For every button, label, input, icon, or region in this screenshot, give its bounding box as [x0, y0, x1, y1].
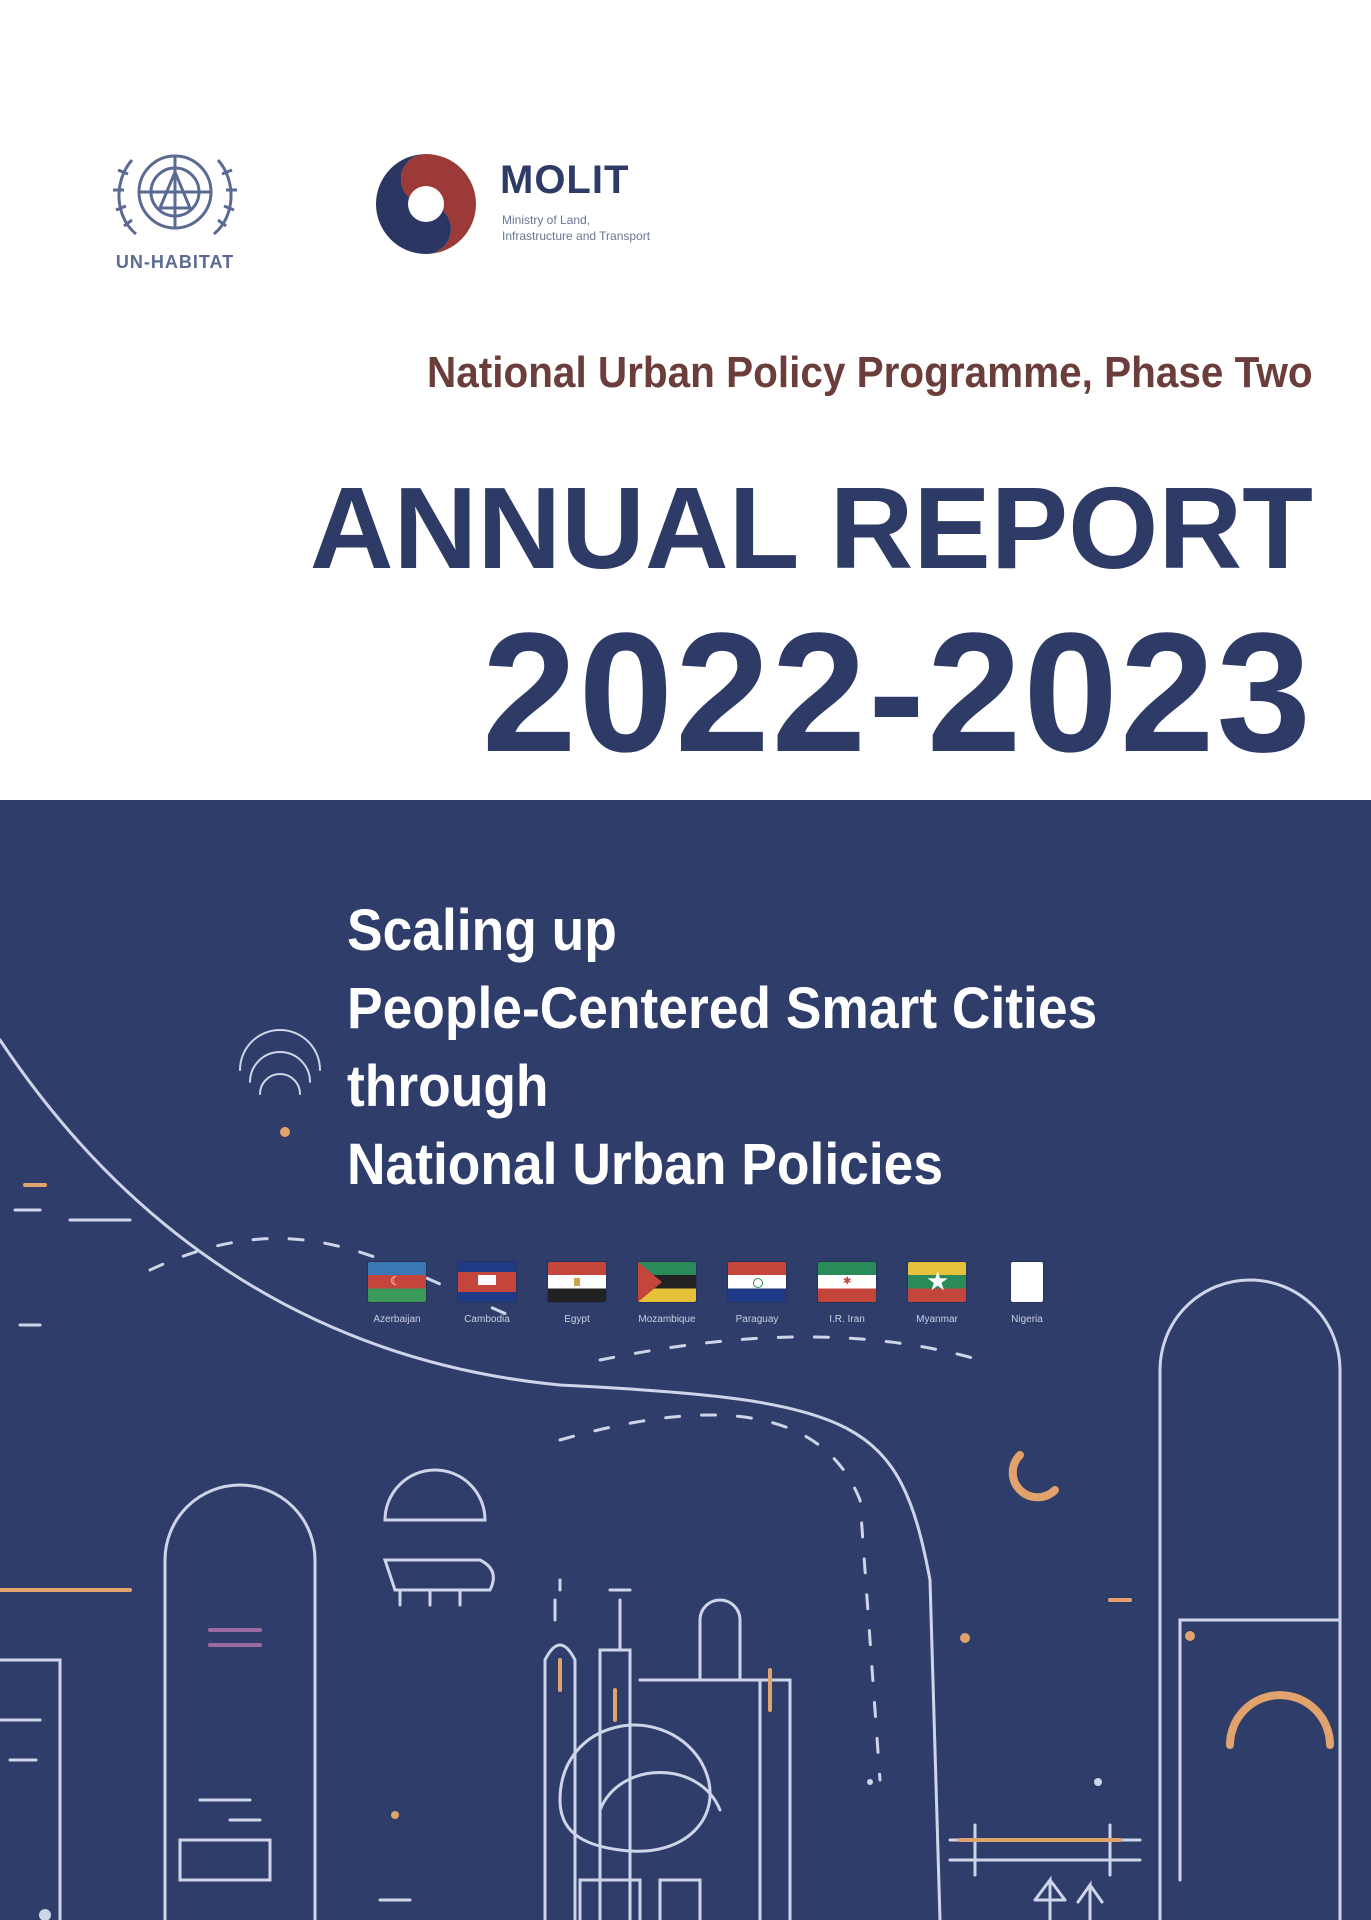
country-egypt: Egypt	[532, 1262, 622, 1325]
country-cambodia: Cambodia	[442, 1262, 532, 1325]
country-paraguay: Paraguay	[712, 1262, 802, 1325]
paraguay-flag-icon	[728, 1262, 786, 1302]
country-label: Azerbaijan	[373, 1314, 421, 1325]
country-label: Mozambique	[638, 1314, 696, 1325]
city-illustration	[0, 1029, 1342, 1920]
iran-flag-icon: ✱	[818, 1262, 876, 1302]
subtitle-line-3: through	[347, 1054, 549, 1119]
country-flags-row: ☾ Azerbaijan Cambodia Egypt Mozambique P…	[352, 1262, 1072, 1325]
programme-title: National Urban Policy Programme, Phase T…	[427, 348, 1313, 397]
mozambique-flag-icon	[638, 1262, 696, 1302]
molit-name: MOLIT	[500, 158, 630, 202]
un-habitat-label: UN-HABITAT	[115, 252, 235, 272]
country-myanmar: ★ Myanmar	[892, 1262, 982, 1325]
report-title: ANNUAL REPORT	[309, 463, 1313, 593]
subtitle-block: Scaling up People-Centered Smart Cities …	[347, 892, 1097, 1204]
country-label: Myanmar	[916, 1314, 958, 1325]
cover-bottom-panel	[0, 800, 1371, 1920]
country-label: Nigeria	[1011, 1314, 1043, 1325]
subtitle-line-2: People-Centered Smart Cities	[347, 976, 1098, 1041]
country-mozambique: Mozambique	[622, 1262, 712, 1325]
molit-subtitle: Ministry of Land, Infrastructure and Tra…	[502, 212, 650, 244]
myanmar-flag-icon: ★	[908, 1262, 966, 1302]
cover-top-panel: UN-HABITAT MOLIT Ministry of Land, Infra…	[0, 0, 1371, 800]
azerbaijan-flag-icon: ☾	[368, 1262, 426, 1302]
country-label: I.R. Iran	[829, 1314, 865, 1325]
country-nigeria: Nigeria	[982, 1262, 1072, 1325]
subtitle-line-4: National Urban Policies	[347, 1132, 944, 1197]
molit-subtitle-line-2: Infrastructure and Transport	[502, 229, 651, 243]
country-label: Egypt	[564, 1314, 590, 1325]
nigeria-flag-icon	[1011, 1262, 1043, 1302]
un-habitat-emblem-icon	[113, 154, 237, 236]
egypt-flag-icon	[548, 1262, 606, 1302]
molit-subtitle-line-1: Ministry of Land,	[502, 213, 591, 227]
country-label: Cambodia	[464, 1314, 510, 1325]
subtitle-line-1: Scaling up	[347, 898, 617, 963]
report-years: 2022-2023	[482, 598, 1313, 788]
cambodia-flag-icon	[458, 1262, 516, 1302]
molit-logo-icon	[376, 154, 476, 254]
country-azerbaijan: ☾ Azerbaijan	[352, 1262, 442, 1325]
country-label: Paraguay	[735, 1314, 779, 1325]
country-iran: ✱ I.R. Iran	[802, 1262, 892, 1325]
